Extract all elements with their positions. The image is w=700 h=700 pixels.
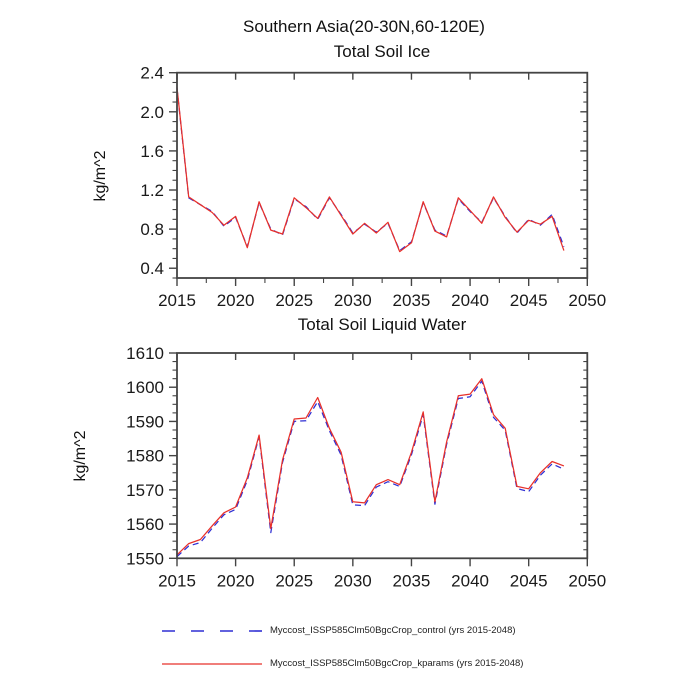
x-tick-label: 2040	[451, 571, 489, 590]
legend-solid-line-sample	[162, 663, 262, 665]
y-tick-label: 1560	[126, 515, 164, 534]
chart2-title: Total Soil Liquid Water	[297, 315, 467, 334]
x-tick-label: 2035	[393, 291, 431, 310]
x-tick-label: 2030	[334, 571, 372, 590]
y-tick-label: 1610	[126, 344, 164, 363]
chart1-title: Total Soil Ice	[333, 42, 431, 61]
y-tick-label: 1.2	[140, 181, 164, 200]
x-tick-label: 2045	[510, 291, 548, 310]
series-line-kparams	[176, 378, 565, 556]
x-tick-label: 2025	[275, 291, 313, 310]
x-tick-label: 2025	[275, 571, 313, 590]
x-tick-label: 2020	[217, 291, 255, 310]
plot-frame	[176, 71, 589, 279]
y-tick-label: 1570	[126, 481, 164, 500]
main-title: Southern Asia(20-30N,60-120E)	[243, 17, 485, 36]
legend-label-control: Myccost_ISSP585Clm50BgcCrop_control (yrs…	[270, 625, 516, 636]
series-line-kparams	[176, 87, 565, 253]
x-tick-label: 2030	[334, 291, 372, 310]
legend-label-kparams: Myccost_ISSP585Clm50BgcCrop_kparams (yrs…	[270, 658, 524, 669]
x-tick-label: 2015	[158, 571, 196, 590]
y-tick-label: 1.6	[140, 142, 164, 161]
x-tick-label: 2045	[510, 571, 548, 590]
y-tick-label: 0.8	[140, 220, 164, 239]
series-line-control	[176, 380, 565, 558]
y-tick-label: 0.4	[140, 259, 164, 278]
y-tick-label: 1600	[126, 378, 164, 397]
x-tick-label: 2050	[568, 571, 606, 590]
y-tick-label: 2.4	[140, 64, 164, 83]
x-tick-label: 2050	[568, 291, 606, 310]
y-tick-label: 1590	[126, 412, 164, 431]
x-tick-label: 2035	[393, 571, 431, 590]
legend-dashed-line-sample	[162, 630, 262, 632]
y-tick-label: 2.0	[140, 103, 164, 122]
series-line-control	[176, 88, 565, 252]
plot-frame	[176, 352, 589, 560]
x-tick-label: 2015	[158, 291, 196, 310]
x-tick-label: 2040	[451, 291, 489, 310]
y-tick-label: 1580	[126, 447, 164, 466]
y-tick-label: 1550	[126, 549, 164, 568]
x-tick-label: 2020	[217, 571, 255, 590]
